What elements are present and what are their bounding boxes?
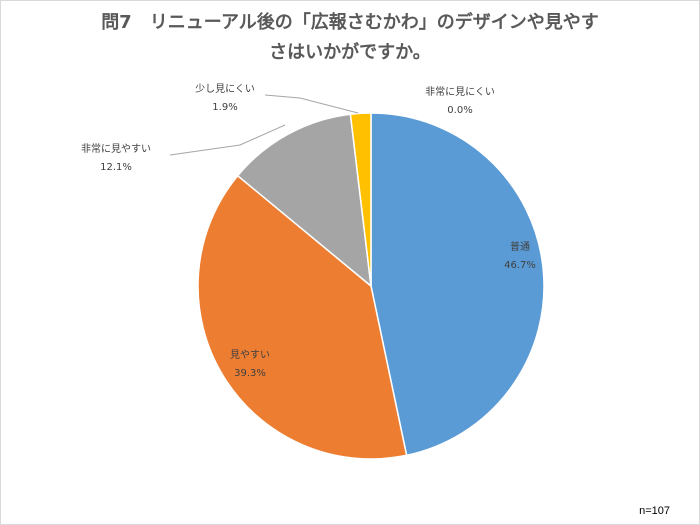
leader-line-hijou-miyasui — [169, 124, 286, 156]
pie-slice-miyasui — [197, 174, 408, 460]
chart-title-line2: さはいかがですか。 — [269, 42, 431, 63]
chart-title-line1: 問7 リニューアル後の「広報さむかわ」のデザインや見やす — [101, 12, 599, 33]
slice-label-hijou-miyasui: 非常に見やすい — [81, 142, 151, 155]
pie-slice-hijou-miyasui — [236, 113, 372, 288]
leader-line-sukoshi-minikui — [264, 94, 359, 114]
slice-label-hijou-minikui: 非常に見にくい — [425, 85, 495, 98]
pie-slices — [197, 112, 545, 460]
slice-value-futsu: 46.7% — [504, 260, 536, 271]
slice-value-sukoshi-minikui: 1.9% — [212, 102, 237, 113]
slice-label-sukoshi-minikui: 少し見にくい — [195, 83, 255, 95]
slice-value-hijou-miyasui: 12.1% — [100, 162, 132, 173]
chart-title: 問7 リニューアル後の「広報さむかわ」のデザインや見やす さはいかがですか。 — [60, 8, 640, 68]
leader-lines — [169, 94, 359, 156]
slice-labels: 普通 46.7% 見やすい 39.3% 非常に見やすい 12.1% 少し見にくい 1.9% 非常… — [81, 83, 536, 379]
sample-size-note: n=107 — [639, 505, 670, 517]
slice-value-miyasui: 39.3% — [234, 368, 266, 379]
slice-label-futsu: 普通 — [510, 240, 530, 253]
slice-label-miyasui: 見やすい — [230, 349, 270, 361]
pie-slice-futsu — [370, 112, 545, 457]
pie-slice-sukoshi-minikui — [349, 112, 372, 287]
slice-value-hijou-minikui: 0.0% — [447, 105, 472, 116]
